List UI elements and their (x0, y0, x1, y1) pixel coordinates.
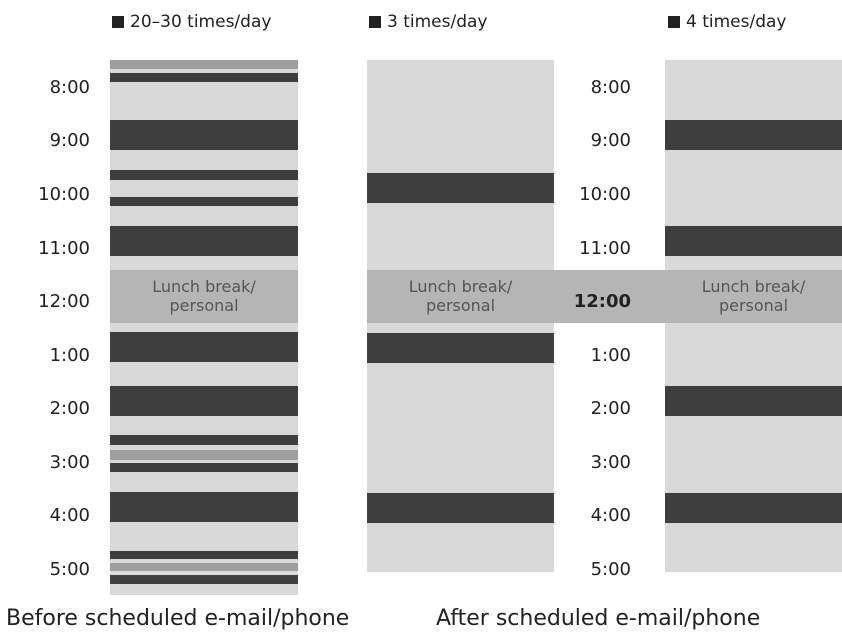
interruption-bar (110, 120, 298, 150)
interruption-bar (110, 226, 298, 256)
interruption-bar (110, 463, 298, 472)
legend-after-b: 4 times/day (668, 12, 786, 32)
interruption-bar (110, 435, 298, 445)
time-label: 8:00 (590, 77, 631, 98)
time-label: 12:00 (38, 291, 90, 312)
interruption-bar (665, 226, 842, 256)
interruption-bar (665, 386, 842, 416)
time-label: 9:00 (49, 130, 90, 151)
lunch-block: Lunch break/ personal (110, 270, 298, 323)
time-label: 3:00 (49, 452, 90, 473)
caption-before: Before scheduled e-mail/phone (6, 606, 350, 631)
interruption-bar (110, 197, 298, 206)
interruption-bar (665, 120, 842, 150)
time-label: 2:00 (49, 398, 90, 419)
time-label: 3:00 (590, 452, 631, 473)
time-label: 11:00 (579, 238, 631, 259)
lunch-label: Lunch break/ personal (152, 277, 256, 315)
legend-square-icon (112, 16, 124, 28)
legend-square-icon (369, 16, 381, 28)
interruption-bar (110, 386, 298, 416)
legend-before: 20–30 times/day (112, 12, 271, 32)
caption-after: After scheduled e-mail/phone (436, 606, 761, 631)
lunch-label: Lunch break/ personal (701, 277, 806, 315)
legend-after-a-label: 3 times/day (387, 12, 488, 32)
lunch-label: Lunch break/ personal (408, 277, 513, 315)
time-label: 1:00 (49, 345, 90, 366)
interruption-bar (110, 575, 298, 584)
interruption-bar-gray (110, 450, 298, 460)
time-label: 11:00 (38, 238, 90, 259)
legend-before-label: 20–30 times/day (130, 12, 272, 32)
interruption-bar (110, 492, 298, 522)
before-schedule-column: Lunch break/ personal (110, 60, 298, 595)
interruption-bar (110, 73, 298, 82)
interruption-bar (367, 173, 554, 203)
interruption-bar (367, 333, 554, 363)
legend-after-b-label: 4 times/day (686, 12, 787, 32)
time-label: 5:00 (49, 559, 90, 580)
interruption-bar (110, 170, 298, 180)
legend-after-a: 3 times/day (369, 12, 487, 32)
time-label: 4:00 (49, 505, 90, 526)
time-label: 9:00 (590, 130, 631, 151)
time-label: 2:00 (590, 398, 631, 419)
interruption-bar (110, 332, 298, 362)
interruption-bar (665, 493, 842, 523)
time-label: 10:00 (38, 184, 90, 205)
interruption-bar (110, 551, 298, 559)
time-label: 4:00 (590, 505, 631, 526)
interruption-bar-gray (110, 60, 298, 69)
legend-square-icon (668, 16, 680, 28)
lunch-band-after: Lunch break/ personal Lunch break/ perso… (367, 270, 842, 323)
interruption-bar (367, 493, 554, 523)
time-label: 8:00 (49, 77, 90, 98)
time-label: 1:00 (590, 345, 631, 366)
time-label: 10:00 (579, 184, 631, 205)
interruption-bar-gray (110, 563, 298, 571)
time-label: 12:00 (573, 291, 631, 312)
time-label: 5:00 (590, 559, 631, 580)
